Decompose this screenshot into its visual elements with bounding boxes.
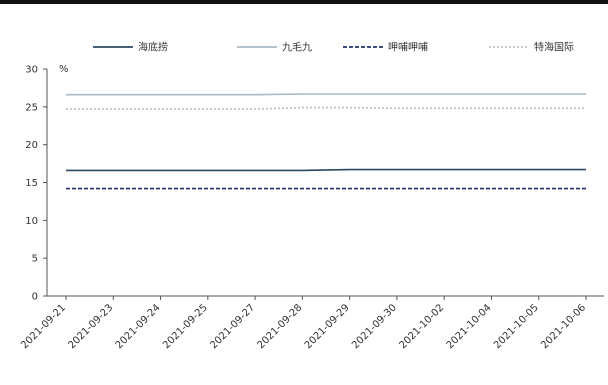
y-tick-label: 0 [32,292,38,303]
x-tick-label: 2021-09-29 [303,302,352,351]
series-line-1 [66,168,586,172]
x-tick-label: 2021-10-04 [445,302,494,351]
legend-label-2: 九毛九 [282,42,312,54]
legend-label-1: 海底捞 [138,41,168,54]
series-line-4 [66,106,586,110]
y-tick-label: 10 [25,216,38,227]
legend-label-4: 特海国际 [534,41,574,54]
x-tick-label: 2021-10-06 [539,302,588,351]
y-axis-unit-label: % [59,64,69,75]
x-tick-label: 2021-10-05 [492,302,541,351]
y-tick-label: 15 [25,178,38,189]
y-tick-label: 30 [25,65,38,76]
x-tick-label: 2021-09-30 [350,302,399,351]
x-tick-label: 2021-09-25 [161,302,210,351]
y-tick-label: 25 [25,102,38,113]
series-line-2 [66,93,586,96]
x-tick-label: 2021-09-23 [67,302,116,351]
y-tick-label: 5 [32,254,38,265]
y-tick-label: 20 [25,140,38,151]
top-border [0,0,608,4]
x-tick-label: 2021-09-21 [19,302,68,351]
x-tick-label: 2021-10-02 [397,302,446,351]
legend-label-3: 呷哺呷哺 [388,41,428,54]
x-tick-label: 2021-09-24 [114,302,163,351]
x-tick-label: 2021-09-28 [256,302,305,351]
x-tick-label: 2021-09-27 [208,302,257,351]
